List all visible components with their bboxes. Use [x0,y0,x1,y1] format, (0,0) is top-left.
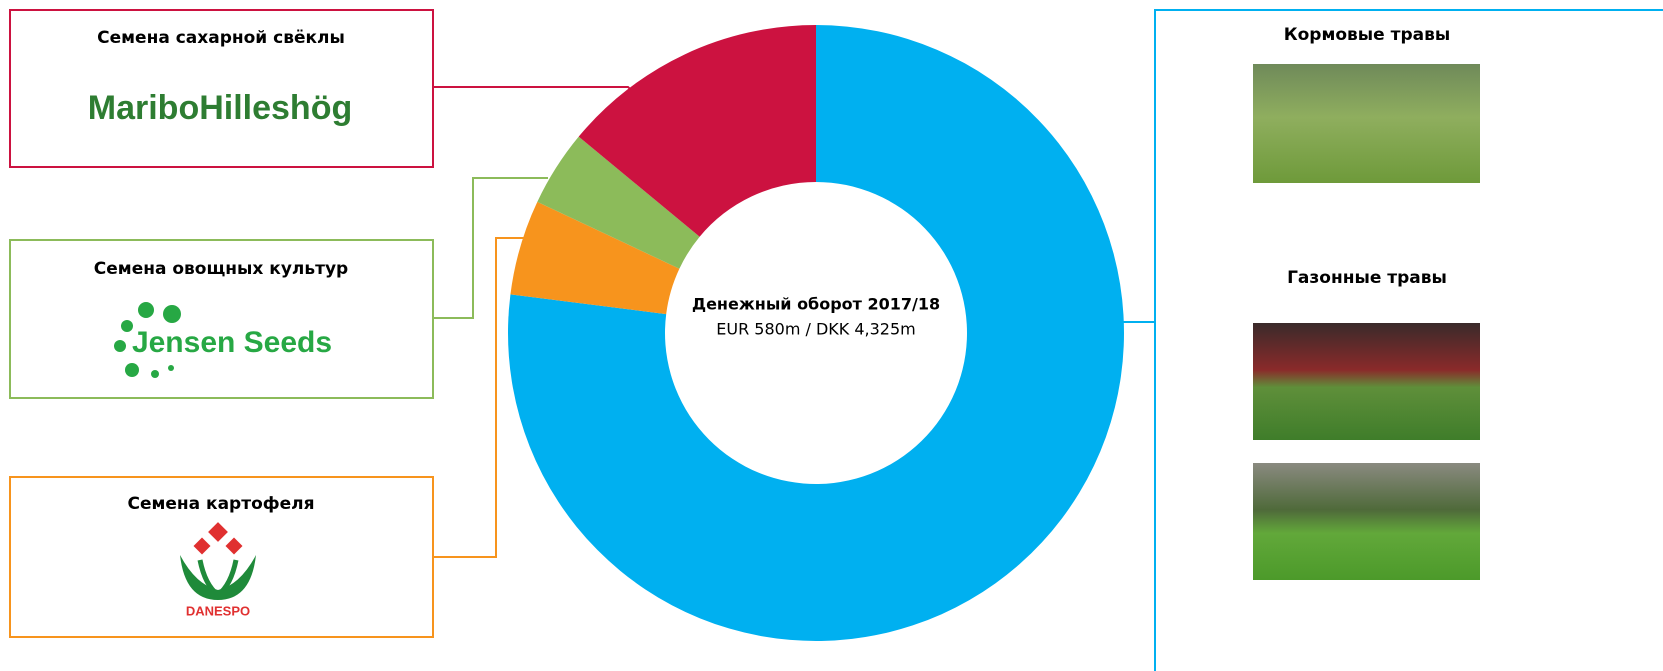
logo: Jensen Seeds [132,326,332,359]
box-title: Семена сахарной свёклы [97,28,345,48]
panel-title: Газонные травы [1287,268,1447,288]
panel-title: Кормовые травы [1284,25,1451,45]
connector [433,86,643,101]
box-title: Семена овощных культур [94,259,348,279]
center-subtitle: EUR 580m / DKK 4,325m [716,320,916,339]
donut-segment [537,136,700,269]
logo: MariboHilleshög [88,89,352,127]
box-title: Семена картофеля [127,494,314,514]
photo [1253,323,1480,440]
callout-boxes [9,9,1663,671]
box [9,9,434,168]
logo-dots [114,302,181,378]
connector [433,177,548,319]
photo [1253,64,1480,183]
donut-segment [507,25,1124,641]
center-title: Денежный оборот 2017/18 [692,295,940,314]
donut [507,25,1124,641]
donut-segment [510,201,680,315]
connector [1154,9,1663,671]
photo [1253,463,1480,580]
logo: DANESPO [186,603,250,618]
connector [433,237,526,558]
logo-mark [180,522,256,600]
donut-segment [578,25,816,237]
